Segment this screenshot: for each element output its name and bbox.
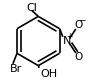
Text: −: − [78,15,86,24]
Text: Br: Br [10,64,22,74]
Text: Cl: Cl [26,3,37,13]
Text: +: + [67,32,73,41]
Text: N: N [63,36,72,46]
Text: O: O [75,20,83,30]
Text: OH: OH [40,69,57,79]
Text: O: O [75,52,83,62]
